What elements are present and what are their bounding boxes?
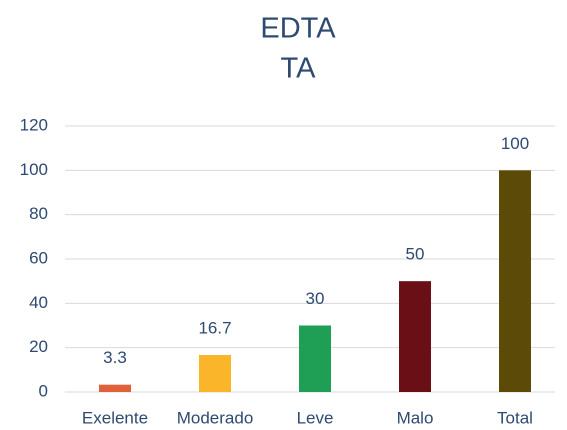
x-tick-label: Exelente bbox=[82, 408, 148, 427]
x-tick-label: Total bbox=[497, 408, 533, 427]
bar bbox=[199, 354, 231, 392]
x-tick-label: Malo bbox=[397, 408, 434, 427]
data-label: 100 bbox=[501, 134, 529, 153]
x-tick-label: Moderado bbox=[177, 408, 254, 427]
data-label: 3.3 bbox=[103, 348, 127, 367]
bar bbox=[499, 170, 531, 392]
x-tick-label: Leve bbox=[297, 408, 334, 427]
y-tick-label: 80 bbox=[29, 204, 48, 223]
data-label: 16.7 bbox=[198, 318, 231, 337]
data-label: 50 bbox=[406, 245, 425, 264]
y-tick-label: 120 bbox=[20, 115, 48, 134]
y-tick-label: 0 bbox=[39, 381, 48, 400]
bar bbox=[99, 384, 131, 392]
chart-title: TA bbox=[281, 53, 317, 85]
bar bbox=[299, 325, 331, 392]
y-tick-label: 60 bbox=[29, 248, 48, 267]
y-tick-label: 20 bbox=[29, 337, 48, 356]
data-label: 30 bbox=[306, 289, 325, 308]
y-tick-label: 100 bbox=[20, 160, 48, 179]
bar bbox=[399, 281, 431, 392]
chart-title: EDTA bbox=[260, 13, 336, 45]
y-tick-label: 40 bbox=[29, 293, 48, 312]
